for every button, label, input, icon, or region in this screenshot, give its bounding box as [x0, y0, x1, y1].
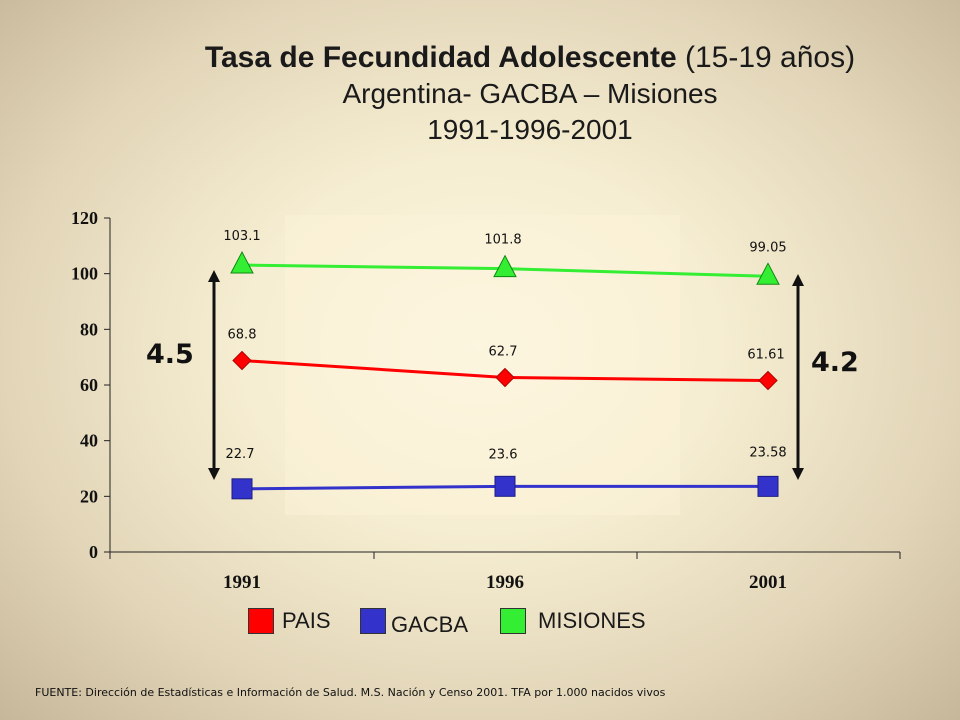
ratio-arrow-1991-head-top: [208, 270, 220, 282]
marker-misiones-1996: [493, 254, 517, 278]
data-label-misiones-1996: 101.8: [484, 233, 521, 248]
title-bold: Tasa de Fecundidad Adolescente: [204, 41, 677, 74]
data-label-gacba-2001: 23.58: [749, 445, 786, 460]
data-label-misiones-1991: 103.1: [223, 229, 260, 244]
y-tick-label-120: 120: [71, 208, 98, 228]
marker-gacba-2001: [757, 475, 779, 497]
legend-label-pais: PAIS: [282, 608, 331, 633]
y-tick-label-40: 40: [80, 431, 98, 451]
marker-misiones-1991: [230, 250, 254, 274]
legend-swatch-misiones: [500, 608, 526, 634]
x-tick-label-2001: 2001: [749, 572, 787, 593]
marker-misiones-2001: [756, 262, 780, 285]
marker-gacba-1991: [231, 478, 253, 500]
y-tick-label-60: 60: [80, 375, 98, 395]
chart-title: Tasa de Fecundidad Adolescente (15-19 añ…: [0, 40, 960, 148]
source-footer: FUENTE: Dirección de Estadísticas e Info…: [35, 686, 666, 699]
legend-swatch-pais: [248, 608, 274, 634]
legend-swatch-gacba: [360, 608, 386, 634]
data-label-pais-1996: 62.7: [489, 344, 518, 359]
ratio-label-1991: 4.5: [146, 339, 194, 370]
data-label-pais-2001: 61.61: [747, 348, 784, 363]
y-tick-label-0: 0: [89, 542, 98, 562]
ratio-arrow-1991-head-bottom: [208, 468, 220, 480]
marker-pais-1996: [495, 367, 515, 388]
legend-label-misiones: MISIONES: [538, 608, 646, 633]
marker-pais-1991: [232, 350, 252, 371]
data-label-misiones-2001: 99.05: [749, 240, 786, 255]
title-line-2: Argentina- GACBA – Misiones: [342, 78, 718, 109]
data-label-gacba-1996: 23.6: [489, 447, 518, 462]
data-label-gacba-1991: 22.7: [226, 447, 255, 462]
marker-gacba-1996: [494, 475, 516, 497]
title-line-1: Tasa de Fecundidad Adolescente (15-19 añ…: [0, 40, 960, 76]
y-tick-label-80: 80: [80, 319, 98, 339]
y-tick-label-100: 100: [71, 264, 98, 284]
legend: PAIS GACBA MISIONES: [0, 608, 960, 637]
legend-label-gacba: GACBA: [391, 612, 469, 637]
data-label-pais-1991: 68.8: [228, 328, 257, 343]
marker-pais-2001: [758, 370, 778, 391]
x-tick-label-1991: 1991: [223, 572, 261, 593]
title-rest: (15-19 años): [676, 41, 856, 74]
x-tick-label-1996: 1996: [486, 572, 524, 593]
ratio-arrow-2001-head-bottom: [792, 468, 804, 480]
ratio-label-2001: 4.2: [811, 347, 859, 378]
ratio-arrow-2001-head-top: [792, 274, 804, 286]
y-tick-label-20: 20: [80, 486, 98, 506]
title-line-3: 1991-1996-2001: [427, 114, 633, 145]
plot-area-glow: [285, 215, 680, 515]
